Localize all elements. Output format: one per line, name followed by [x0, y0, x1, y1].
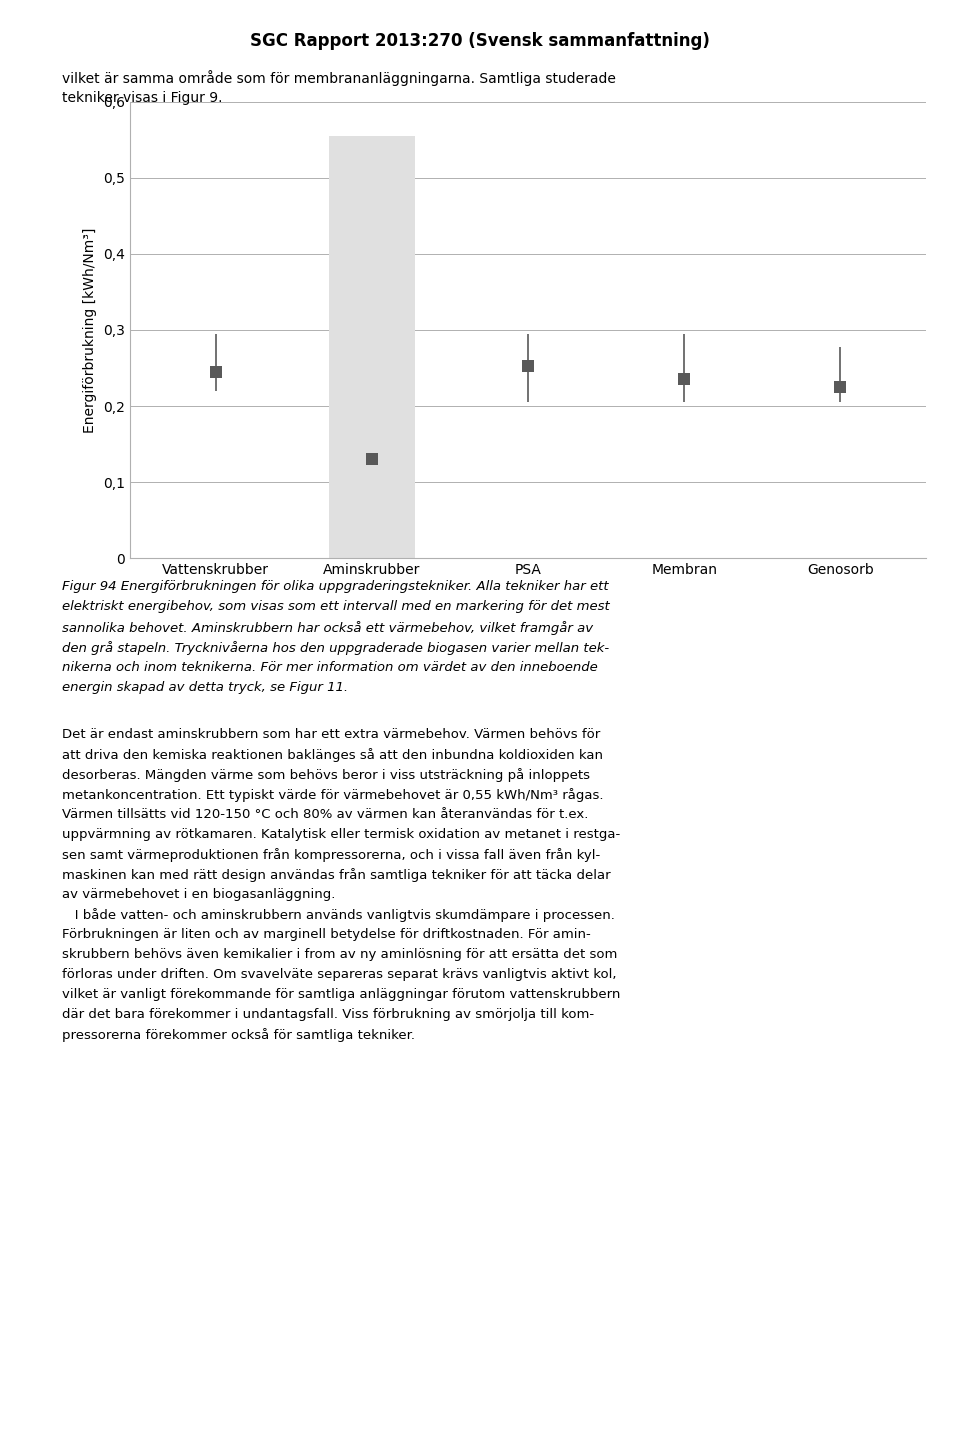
Text: Förbrukningen är liten och av marginell betydelse för driftkostnaden. För amin-: Förbrukningen är liten och av marginell …	[62, 928, 591, 941]
Text: uppvärmning av rötkamaren. Katalytisk eller termisk oxidation av metanet i restg: uppvärmning av rötkamaren. Katalytisk el…	[62, 828, 621, 841]
Text: vilket är samma område som för membrananläggningarna. Samtliga studerade: vilket är samma område som för membranan…	[62, 70, 616, 86]
Text: skrubbern behövs även kemikalier i from av ny aminlösning för att ersätta det so: skrubbern behövs även kemikalier i from …	[62, 948, 618, 961]
Text: att driva den kemiska reaktionen baklänges så att den inbundna koldioxiden kan: att driva den kemiska reaktionen bakläng…	[62, 748, 604, 761]
Text: Det är endast aminskrubbern som har ett extra värmebehov. Värmen behövs för: Det är endast aminskrubbern som har ett …	[62, 728, 601, 741]
Text: maskinen kan med rätt design användas från samtliga tekniker för att täcka delar: maskinen kan med rätt design användas fr…	[62, 869, 611, 882]
Text: sannolika behovet. Aminskrubbern har också ett värmebehov, vilket framgår av: sannolika behovet. Aminskrubbern har ock…	[62, 621, 593, 635]
Text: SGC Rapport 2013:270 (Svensk sammanfattning): SGC Rapport 2013:270 (Svensk sammanfattn…	[250, 32, 710, 49]
Text: vilket är vanligt förekommande för samtliga anläggningar förutom vattenskrubbern: vilket är vanligt förekommande för samtl…	[62, 987, 621, 1000]
Text: energin skapad av detta tryck, se Figur 11.: energin skapad av detta tryck, se Figur …	[62, 682, 348, 695]
Text: pressorerna förekommer också för samtliga tekniker.: pressorerna förekommer också för samtlig…	[62, 1028, 416, 1043]
Text: desorberas. Mängden värme som behövs beror i viss utsträckning på inloppets: desorberas. Mängden värme som behövs ber…	[62, 768, 590, 782]
Y-axis label: Energiförbrukning [kWh/Nm³]: Energiförbrukning [kWh/Nm³]	[84, 228, 97, 432]
Text: Värmen tillsätts vid 120-150 °C och 80% av värmen kan återanvändas för t.ex.: Värmen tillsätts vid 120-150 °C och 80% …	[62, 808, 588, 821]
Text: elektriskt energibehov, som visas som ett intervall med en markering för det mes: elektriskt energibehov, som visas som et…	[62, 600, 611, 613]
Text: av värmebehovet i en biogasanläggning.: av värmebehovet i en biogasanläggning.	[62, 887, 336, 900]
Text: den grå stapeln. Trycknivåerna hos den uppgraderade biogasen varier mellan tek-: den grå stapeln. Trycknivåerna hos den u…	[62, 641, 610, 655]
Text: där det bara förekommer i undantagsfall. Viss förbrukning av smörjolja till kom-: där det bara förekommer i undantagsfall.…	[62, 1008, 594, 1021]
Text: tekniker visas i Figur 9.: tekniker visas i Figur 9.	[62, 91, 223, 106]
Bar	[329, 136, 415, 558]
Text: förloras under driften. Om svavelväte separeras separat krävs vanligtvis aktivt : förloras under driften. Om svavelväte se…	[62, 969, 617, 982]
Text: metankoncentration. Ett typiskt värde för värmebehovet är 0,55 kWh/Nm³ rågas.: metankoncentration. Ett typiskt värde fö…	[62, 787, 604, 802]
Text: Figur 94 Energiförbrukningen för olika uppgraderingstekniker. Alla tekniker har : Figur 94 Energiförbrukningen för olika u…	[62, 580, 609, 593]
Text: nikerna och inom teknikerna. För mer information om värdet av den inneboende: nikerna och inom teknikerna. För mer inf…	[62, 661, 598, 674]
Text: sen samt värmeproduktionen från kompressorerna, och i vissa fall även från kyl-: sen samt värmeproduktionen från kompress…	[62, 848, 601, 861]
Text: I både vatten- och aminskrubbern används vanligtvis skumdämpare i processen.: I både vatten- och aminskrubbern används…	[62, 908, 615, 922]
